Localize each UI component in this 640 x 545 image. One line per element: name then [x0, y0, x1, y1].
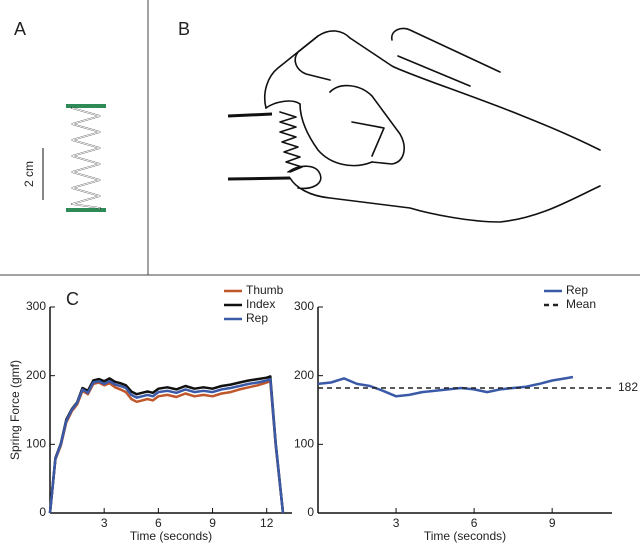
- y-tick-label: 200: [26, 368, 46, 382]
- y-tick-label: 0: [307, 505, 314, 519]
- data-line: [48, 377, 285, 514]
- data-line: [317, 375, 574, 398]
- panel-label: A: [14, 19, 26, 39]
- legend-label: Index: [246, 297, 275, 311]
- mean-label: 182 gmf: [618, 380, 640, 394]
- y-tick-label: 300: [294, 299, 314, 313]
- x-tick-label: 6: [471, 516, 478, 530]
- legend-label: Mean: [566, 297, 596, 311]
- y-axis-label: Spring Force (gmf): [8, 360, 22, 460]
- legend-label: Rep: [246, 311, 268, 325]
- x-tick-label: 9: [549, 516, 556, 530]
- y-tick-label: 100: [26, 437, 46, 451]
- x-axis-label: Time (seconds): [130, 529, 212, 543]
- x-tick-label: 9: [209, 516, 216, 530]
- x-tick-label: 3: [101, 516, 108, 530]
- y-tick-label: 0: [39, 505, 46, 519]
- x-tick-label: 6: [155, 516, 162, 530]
- y-tick-label: 100: [294, 437, 314, 451]
- x-tick-label: 12: [260, 516, 274, 530]
- y-tick-label: 200: [294, 368, 314, 382]
- x-tick-label: 3: [393, 516, 400, 530]
- hand-drawing: [227, 27, 601, 223]
- spring-drawing: [66, 104, 106, 212]
- y-tick-label: 300: [26, 299, 46, 313]
- legend-label: Rep: [566, 283, 588, 297]
- panel-label: B: [178, 19, 190, 39]
- panel-label: C: [66, 289, 79, 309]
- data-line: [48, 379, 285, 514]
- x-axis-label: Time (seconds): [424, 529, 506, 543]
- scale-label: 2 cm: [22, 161, 36, 187]
- legend-label: Thumb: [246, 283, 284, 297]
- data-line: [48, 375, 285, 514]
